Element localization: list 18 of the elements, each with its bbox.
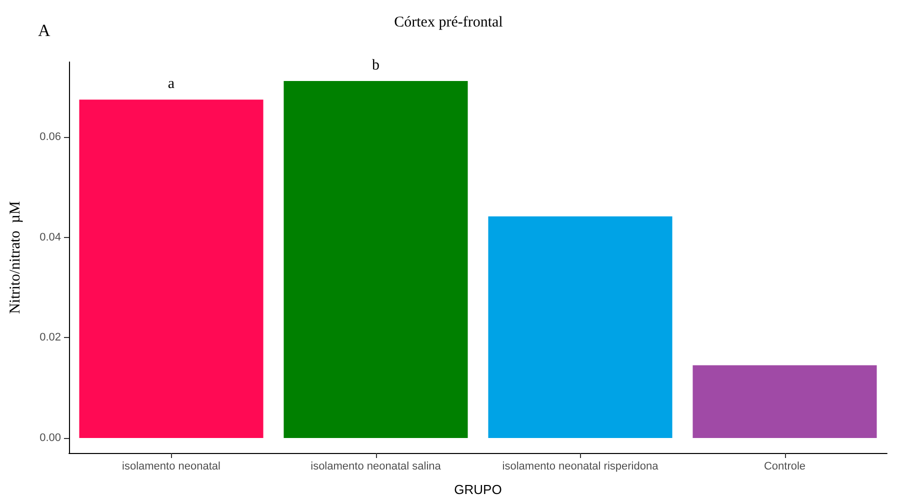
x-tick-label: isolamento neonatal xyxy=(122,460,220,472)
y-tick-label: 0.00 xyxy=(40,432,61,444)
bar xyxy=(488,216,672,438)
y-axis-title: Nitrito/nitrato µM xyxy=(8,201,24,314)
chart-title: Córtex pré-frontal xyxy=(394,14,503,30)
bar xyxy=(692,365,877,438)
annotation: a xyxy=(168,76,175,92)
bar xyxy=(79,100,264,438)
text: A xyxy=(38,21,51,40)
x-tick-label: isolamento neonatal risperidona xyxy=(502,460,660,472)
x-axis-title: GRUPO xyxy=(454,482,502,497)
y-tick-label: 0.02 xyxy=(40,332,61,344)
x-tick-label: isolamento neonatal salina xyxy=(310,460,442,472)
y-tick-label: 0.06 xyxy=(40,131,61,144)
annotation: b xyxy=(372,58,380,74)
bar xyxy=(284,81,468,438)
y-tick-label: 0.04 xyxy=(40,231,61,244)
x-tick-label: Controle xyxy=(764,460,806,472)
